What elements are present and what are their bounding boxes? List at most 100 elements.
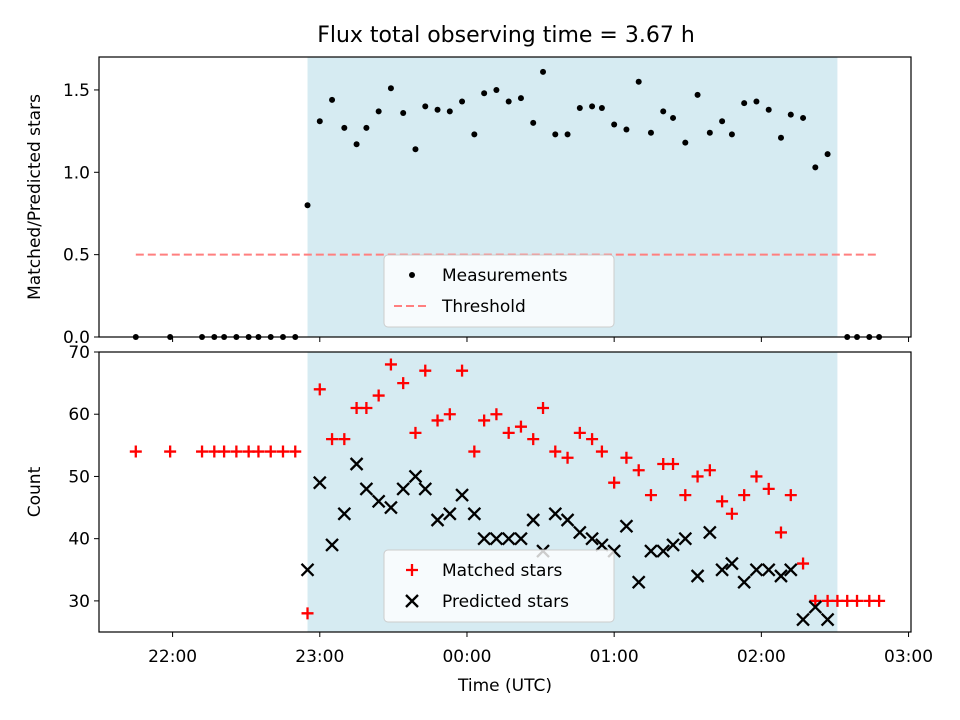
data-point (631, 575, 646, 590)
bottom-panel-counts: 30 40 50 60 70 22:00 23:00 00:00 01:00 02:00 03:00… (25, 343, 933, 696)
data-point (412, 146, 419, 153)
data-point (442, 506, 457, 521)
data-point (418, 482, 433, 496)
data-point (719, 118, 726, 125)
data-point (589, 103, 596, 110)
plot-frame (98, 351, 912, 633)
data-point (490, 408, 503, 421)
data-point (598, 105, 605, 112)
data-point (586, 433, 599, 446)
data-point (595, 445, 608, 458)
data-point (561, 451, 574, 464)
legend-box (383, 549, 615, 623)
data-point (595, 538, 609, 552)
data-point (737, 575, 751, 590)
data-point (725, 556, 739, 571)
data-point (753, 98, 760, 105)
data-point (459, 98, 466, 105)
data-point (690, 569, 705, 583)
data-point (644, 544, 658, 558)
data-point (164, 445, 177, 458)
data-point (670, 114, 677, 121)
data-point (647, 129, 654, 136)
data-point (455, 488, 469, 502)
data-point (363, 124, 370, 131)
data-point (667, 458, 680, 470)
x-tick-label: 03:00 (884, 647, 933, 667)
data-point (749, 562, 764, 577)
data-point (338, 433, 351, 446)
data-point (660, 108, 667, 115)
data-point (312, 475, 327, 490)
data-point (325, 538, 339, 552)
x-tick-label: 23:00 (295, 647, 344, 667)
data-point (397, 377, 410, 390)
x-tick-label: 22:00 (148, 647, 197, 667)
legend-box (383, 254, 615, 328)
data-point (787, 111, 794, 118)
data-point (703, 525, 717, 540)
data-point (326, 433, 339, 446)
data-point (774, 569, 788, 583)
data-point (765, 106, 772, 113)
data-point (478, 414, 491, 427)
data-point (422, 103, 429, 110)
data-point (576, 105, 583, 112)
data-point (741, 100, 748, 107)
data-point (777, 134, 784, 141)
data-point (573, 525, 587, 540)
data-point (337, 506, 352, 521)
y-tick-label: 1.5 (63, 81, 90, 101)
y-tick-label: 40 (68, 530, 90, 550)
data-point (387, 85, 394, 92)
data-point (477, 531, 491, 546)
y-tick-label: 30 (68, 592, 90, 612)
legend-label: Measurements (442, 266, 568, 286)
data-point (489, 531, 504, 546)
data-point (809, 594, 822, 607)
series-predicted-stars (300, 457, 835, 627)
data-point (820, 612, 835, 627)
data-point (573, 426, 586, 439)
data-point (738, 489, 751, 502)
data-point (218, 445, 231, 458)
data-point (706, 129, 713, 136)
data-point (349, 457, 364, 471)
data-point (540, 68, 547, 75)
data-point (808, 600, 823, 614)
data-point (341, 124, 348, 131)
data-point (409, 426, 422, 439)
y-axis-label: Count (25, 466, 45, 517)
data-point (493, 86, 500, 93)
x-tick-label: 00:00 (442, 647, 491, 667)
data-point (632, 464, 645, 477)
data-point (501, 531, 516, 546)
data-point (619, 519, 634, 534)
data-point (564, 131, 571, 138)
legend: Matched stars Predicted stars (383, 549, 615, 623)
y-tick-label: 1.0 (63, 163, 90, 183)
data-point (371, 494, 386, 509)
legend-label: Matched stars (442, 561, 562, 581)
data-point (252, 445, 265, 458)
data-point (703, 464, 716, 477)
data-point (873, 594, 886, 607)
y-tick-label: 0.0 (63, 328, 90, 348)
data-point (384, 358, 397, 371)
data-point (434, 106, 441, 113)
data-point (400, 110, 407, 116)
data-point (774, 526, 787, 539)
x-tick-label: 01:00 (590, 647, 639, 667)
data-point (431, 414, 444, 427)
legend-label: Threshold (441, 297, 526, 317)
data-point (443, 408, 456, 421)
data-point (560, 513, 575, 527)
data-point (691, 470, 704, 483)
data-point (812, 164, 819, 171)
data-point (608, 476, 621, 489)
data-point (129, 445, 142, 458)
data-point (537, 402, 550, 414)
data-point (611, 121, 618, 128)
data-point (678, 531, 693, 546)
